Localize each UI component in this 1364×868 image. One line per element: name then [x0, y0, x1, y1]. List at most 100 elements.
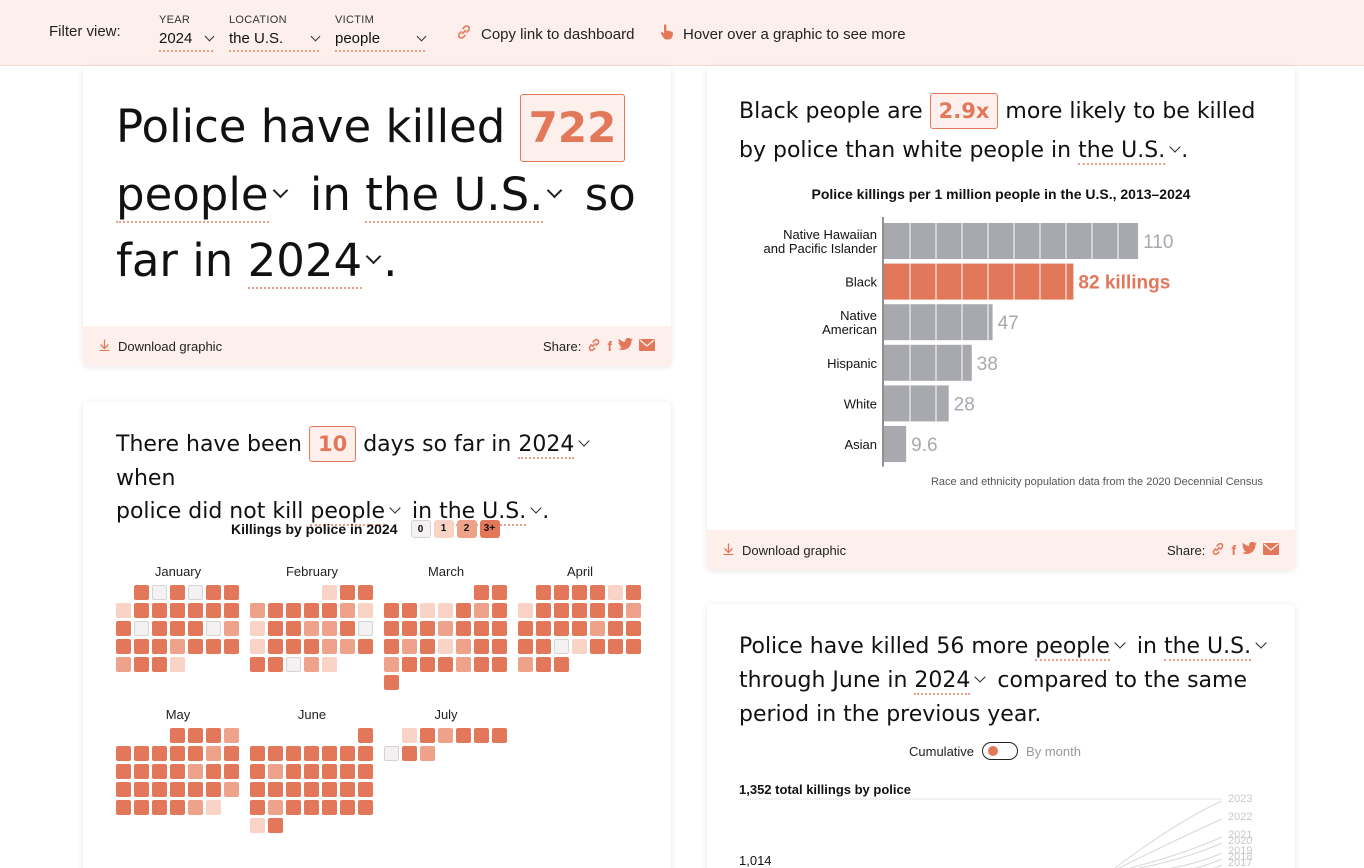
calendar-day-cell[interactable] [456, 603, 471, 618]
calendar-day-cell[interactable] [340, 639, 355, 654]
calendar-day-cell[interactable] [536, 621, 551, 636]
location-inline-select[interactable]: the U.S. [1078, 138, 1166, 165]
calendar-day-cell[interactable] [170, 621, 185, 636]
calendar-day-cell[interactable] [304, 800, 319, 815]
calendar-day-cell[interactable] [322, 585, 337, 600]
calendar-day-cell[interactable] [474, 639, 489, 654]
year-inline-select[interactable]: 2024 [518, 432, 575, 459]
calendar-day-cell[interactable] [188, 746, 203, 761]
calendar-day-cell[interactable] [358, 728, 373, 743]
calendar-day-cell[interactable] [358, 621, 373, 636]
calendar-day-cell[interactable] [474, 728, 489, 743]
calendar-day-cell[interactable] [304, 603, 319, 618]
calendar-day-cell[interactable] [188, 639, 203, 654]
calendar-day-cell[interactable] [170, 603, 185, 618]
calendar-day-cell[interactable] [170, 764, 185, 779]
calendar-day-cell[interactable] [250, 621, 265, 636]
calendar-day-cell[interactable] [116, 657, 131, 672]
calendar-day-cell[interactable] [358, 800, 373, 815]
calendar-day-cell[interactable] [170, 746, 185, 761]
calendar-day-cell[interactable] [304, 621, 319, 636]
calendar-day-cell[interactable] [438, 639, 453, 654]
calendar-day-cell[interactable] [474, 603, 489, 618]
calendar-day-cell[interactable] [536, 657, 551, 672]
calendar-day-cell[interactable] [590, 603, 605, 618]
calendar-day-cell[interactable] [250, 657, 265, 672]
calendar-day-cell[interactable] [456, 728, 471, 743]
calendar-day-cell[interactable] [358, 603, 373, 618]
location-filter[interactable]: LOCATION the U.S. [229, 14, 321, 52]
calendar-day-cell[interactable] [304, 639, 319, 654]
calendar-day-cell[interactable] [474, 585, 489, 600]
calendar-day-cell[interactable] [188, 800, 203, 815]
calendar-day-cell[interactable] [438, 603, 453, 618]
calendar-day-cell[interactable] [590, 621, 605, 636]
calendar-day-cell[interactable] [358, 746, 373, 761]
calendar-day-cell[interactable] [152, 782, 167, 797]
calendar-day-cell[interactable] [420, 621, 435, 636]
calendar-day-cell[interactable] [340, 746, 355, 761]
calendar-day-cell[interactable] [152, 746, 167, 761]
calendar-day-cell[interactable] [358, 764, 373, 779]
email-icon[interactable] [639, 338, 655, 354]
calendar-day-cell[interactable] [420, 639, 435, 654]
calendar-day-cell[interactable] [554, 585, 569, 600]
calendar-day-cell[interactable] [286, 603, 301, 618]
location-select[interactable]: the U.S. [229, 30, 321, 52]
calendar-day-cell[interactable] [572, 603, 587, 618]
calendar-day-cell[interactable] [224, 746, 239, 761]
calendar-day-cell[interactable] [116, 782, 131, 797]
year-inline-select[interactable]: 2024 [914, 668, 971, 695]
calendar-day-cell[interactable] [590, 585, 605, 600]
calendar-day-cell[interactable] [420, 728, 435, 743]
calendar-day-cell[interactable] [206, 639, 221, 654]
calendar-day-cell[interactable] [286, 764, 301, 779]
email-icon[interactable] [1263, 542, 1279, 558]
calendar-day-cell[interactable] [116, 621, 131, 636]
twitter-icon[interactable] [618, 337, 633, 354]
calendar-day-cell[interactable] [188, 728, 203, 743]
calendar-day-cell[interactable] [224, 782, 239, 797]
calendar-day-cell[interactable] [322, 639, 337, 654]
calendar-day-cell[interactable] [250, 782, 265, 797]
calendar-day-cell[interactable] [572, 621, 587, 636]
race-bar[interactable] [884, 223, 1139, 259]
twitter-icon[interactable] [1242, 541, 1257, 558]
calendar-day-cell[interactable] [474, 657, 489, 672]
calendar-day-cell[interactable] [554, 621, 569, 636]
calendar-day-cell[interactable] [304, 782, 319, 797]
calendar-day-cell[interactable] [170, 800, 185, 815]
calendar-day-cell[interactable] [322, 764, 337, 779]
calendar-day-cell[interactable] [268, 621, 283, 636]
victim-inline-select[interactable]: people [310, 499, 385, 526]
copy-link-button[interactable]: Copy link to dashboard [456, 24, 634, 45]
calendar-day-cell[interactable] [170, 585, 185, 600]
calendar-day-cell[interactable] [402, 639, 417, 654]
calendar-day-cell[interactable] [116, 603, 131, 618]
calendar-day-cell[interactable] [518, 657, 533, 672]
calendar-day-cell[interactable] [402, 621, 417, 636]
race-bar[interactable] [884, 344, 972, 381]
calendar-day-cell[interactable] [438, 728, 453, 743]
calendar-day-cell[interactable] [268, 782, 283, 797]
calendar-day-cell[interactable] [322, 800, 337, 815]
calendar-day-cell[interactable] [134, 800, 149, 815]
calendar-day-cell[interactable] [170, 782, 185, 797]
calendar-day-cell[interactable] [456, 657, 471, 672]
calendar-day-cell[interactable] [134, 585, 149, 600]
victim-inline-select[interactable]: people [116, 168, 269, 223]
calendar-day-cell[interactable] [474, 621, 489, 636]
calendar-day-cell[interactable] [518, 639, 533, 654]
calendar-day-cell[interactable] [134, 746, 149, 761]
calendar-day-cell[interactable] [492, 728, 507, 743]
calendar-day-cell[interactable] [206, 603, 221, 618]
calendar-day-cell[interactable] [286, 657, 301, 672]
calendar-day-cell[interactable] [250, 818, 265, 833]
calendar-day-cell[interactable] [286, 800, 301, 815]
calendar-day-cell[interactable] [402, 603, 417, 618]
calendar-day-cell[interactable] [268, 603, 283, 618]
calendar-day-cell[interactable] [116, 639, 131, 654]
calendar-day-cell[interactable] [554, 639, 569, 654]
calendar-day-cell[interactable] [420, 657, 435, 672]
calendar-day-cell[interactable] [384, 603, 399, 618]
